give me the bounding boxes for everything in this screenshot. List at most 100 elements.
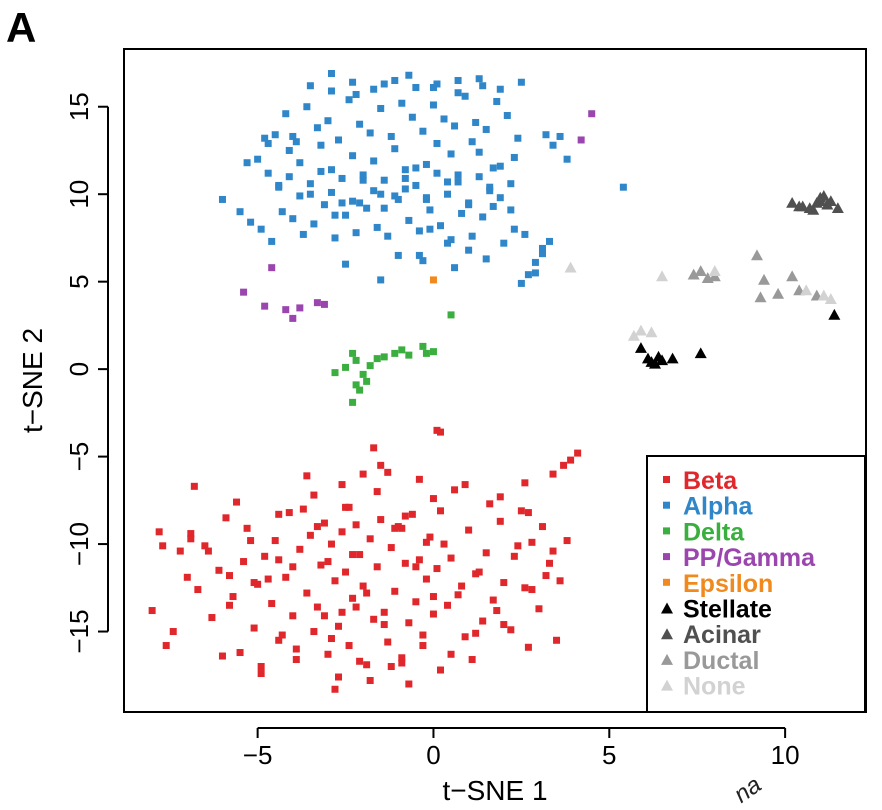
beta-point — [331, 685, 339, 693]
alpha-point — [412, 181, 420, 189]
beta-point — [345, 642, 353, 650]
pp-gamma-point — [296, 304, 304, 312]
alpha-point — [359, 176, 367, 184]
beta-point — [447, 650, 455, 658]
plot-frame — [123, 48, 867, 713]
legend-marker — [663, 476, 670, 483]
beta-point — [275, 510, 283, 518]
beta-point — [342, 503, 350, 511]
alpha-point — [356, 199, 364, 207]
beta-point — [225, 601, 233, 609]
beta-point — [429, 610, 437, 618]
legend-marker — [663, 527, 670, 535]
legend: BetaAlphaDeltaPP/GammaEpsilonStellateAci… — [646, 455, 866, 713]
alpha-point — [486, 183, 494, 191]
beta-point — [243, 524, 251, 532]
alpha-point — [517, 78, 525, 86]
pp-gamma-point — [577, 136, 585, 144]
alpha-point — [303, 103, 311, 111]
alpha-point — [243, 159, 251, 167]
alpha-point — [261, 134, 269, 142]
beta-point — [401, 559, 409, 567]
alpha-point — [257, 225, 265, 233]
beta-point — [310, 491, 318, 499]
stellate-point — [694, 347, 707, 359]
beta-point — [247, 537, 255, 545]
delta-point — [352, 356, 360, 364]
beta-point — [461, 481, 469, 489]
pp-gamma-point — [320, 300, 328, 308]
alpha-point — [472, 118, 480, 126]
beta-point — [345, 503, 353, 511]
acinar-point — [831, 202, 844, 213]
beta-point — [465, 526, 473, 534]
legend-marker — [661, 653, 673, 665]
beta-point — [496, 517, 504, 525]
alpha-point — [433, 169, 441, 177]
acinar-point — [793, 200, 806, 212]
alpha-point — [370, 187, 378, 195]
beta-point — [412, 598, 420, 606]
legend-label-pp-gamma: PP/Gamma — [683, 544, 816, 572]
beta-point — [352, 603, 360, 611]
alpha-point — [380, 80, 388, 88]
pp-gamma-point — [261, 302, 269, 310]
beta-point — [387, 544, 395, 552]
alpha-point — [444, 190, 452, 198]
alpha-point — [401, 185, 409, 193]
beta-point — [359, 470, 367, 478]
beta-point — [236, 649, 244, 657]
beta-point — [384, 468, 392, 476]
beta-point — [190, 482, 198, 490]
alpha-point — [538, 244, 546, 252]
legend-label-acinar: Acinar — [683, 621, 761, 649]
beta-point — [563, 537, 571, 545]
beta-point — [458, 582, 466, 590]
y-tick-label: 10 — [64, 180, 94, 209]
alpha-point — [331, 234, 339, 242]
beta-point — [517, 507, 525, 515]
beta-point — [366, 535, 374, 543]
alpha-point — [342, 211, 350, 219]
legend-label-none: None — [683, 673, 746, 701]
beta-point — [233, 498, 241, 506]
beta-point — [542, 572, 550, 580]
beta-point — [377, 516, 385, 524]
alpha-point — [538, 250, 546, 258]
acinar-point — [807, 203, 820, 215]
beta-point — [538, 523, 546, 531]
none-point — [800, 284, 813, 296]
beta-point — [370, 444, 378, 452]
delta-point — [352, 381, 360, 389]
beta-point — [422, 538, 430, 546]
alpha-point — [510, 225, 518, 233]
stellate-point — [666, 352, 679, 364]
beta-point — [401, 512, 409, 520]
beta-point — [451, 486, 459, 494]
epsilon-point — [429, 276, 437, 284]
x-tick-label: 10 — [771, 740, 800, 770]
alpha-point — [479, 213, 487, 221]
beta-point — [338, 608, 346, 616]
ductal-point — [754, 291, 767, 303]
beta-point — [546, 559, 554, 567]
beta-point — [436, 507, 444, 515]
alpha-point — [380, 204, 388, 212]
beta-point — [240, 558, 248, 566]
beta-point — [285, 509, 293, 517]
beta-point — [528, 586, 536, 594]
beta-point — [373, 563, 381, 571]
x-tick-label: 0 — [426, 740, 440, 770]
beta-point — [257, 663, 265, 671]
none-point — [708, 265, 721, 276]
alpha-point — [317, 167, 325, 175]
beta-point — [567, 456, 575, 464]
alpha-point — [458, 209, 466, 217]
beta-point — [148, 607, 156, 615]
beta-point — [510, 552, 518, 560]
alpha-point — [289, 215, 297, 223]
beta-point — [528, 538, 536, 546]
beta-point — [412, 563, 420, 571]
series-acinar — [786, 189, 844, 215]
x-tick-label: −5 — [243, 740, 273, 770]
